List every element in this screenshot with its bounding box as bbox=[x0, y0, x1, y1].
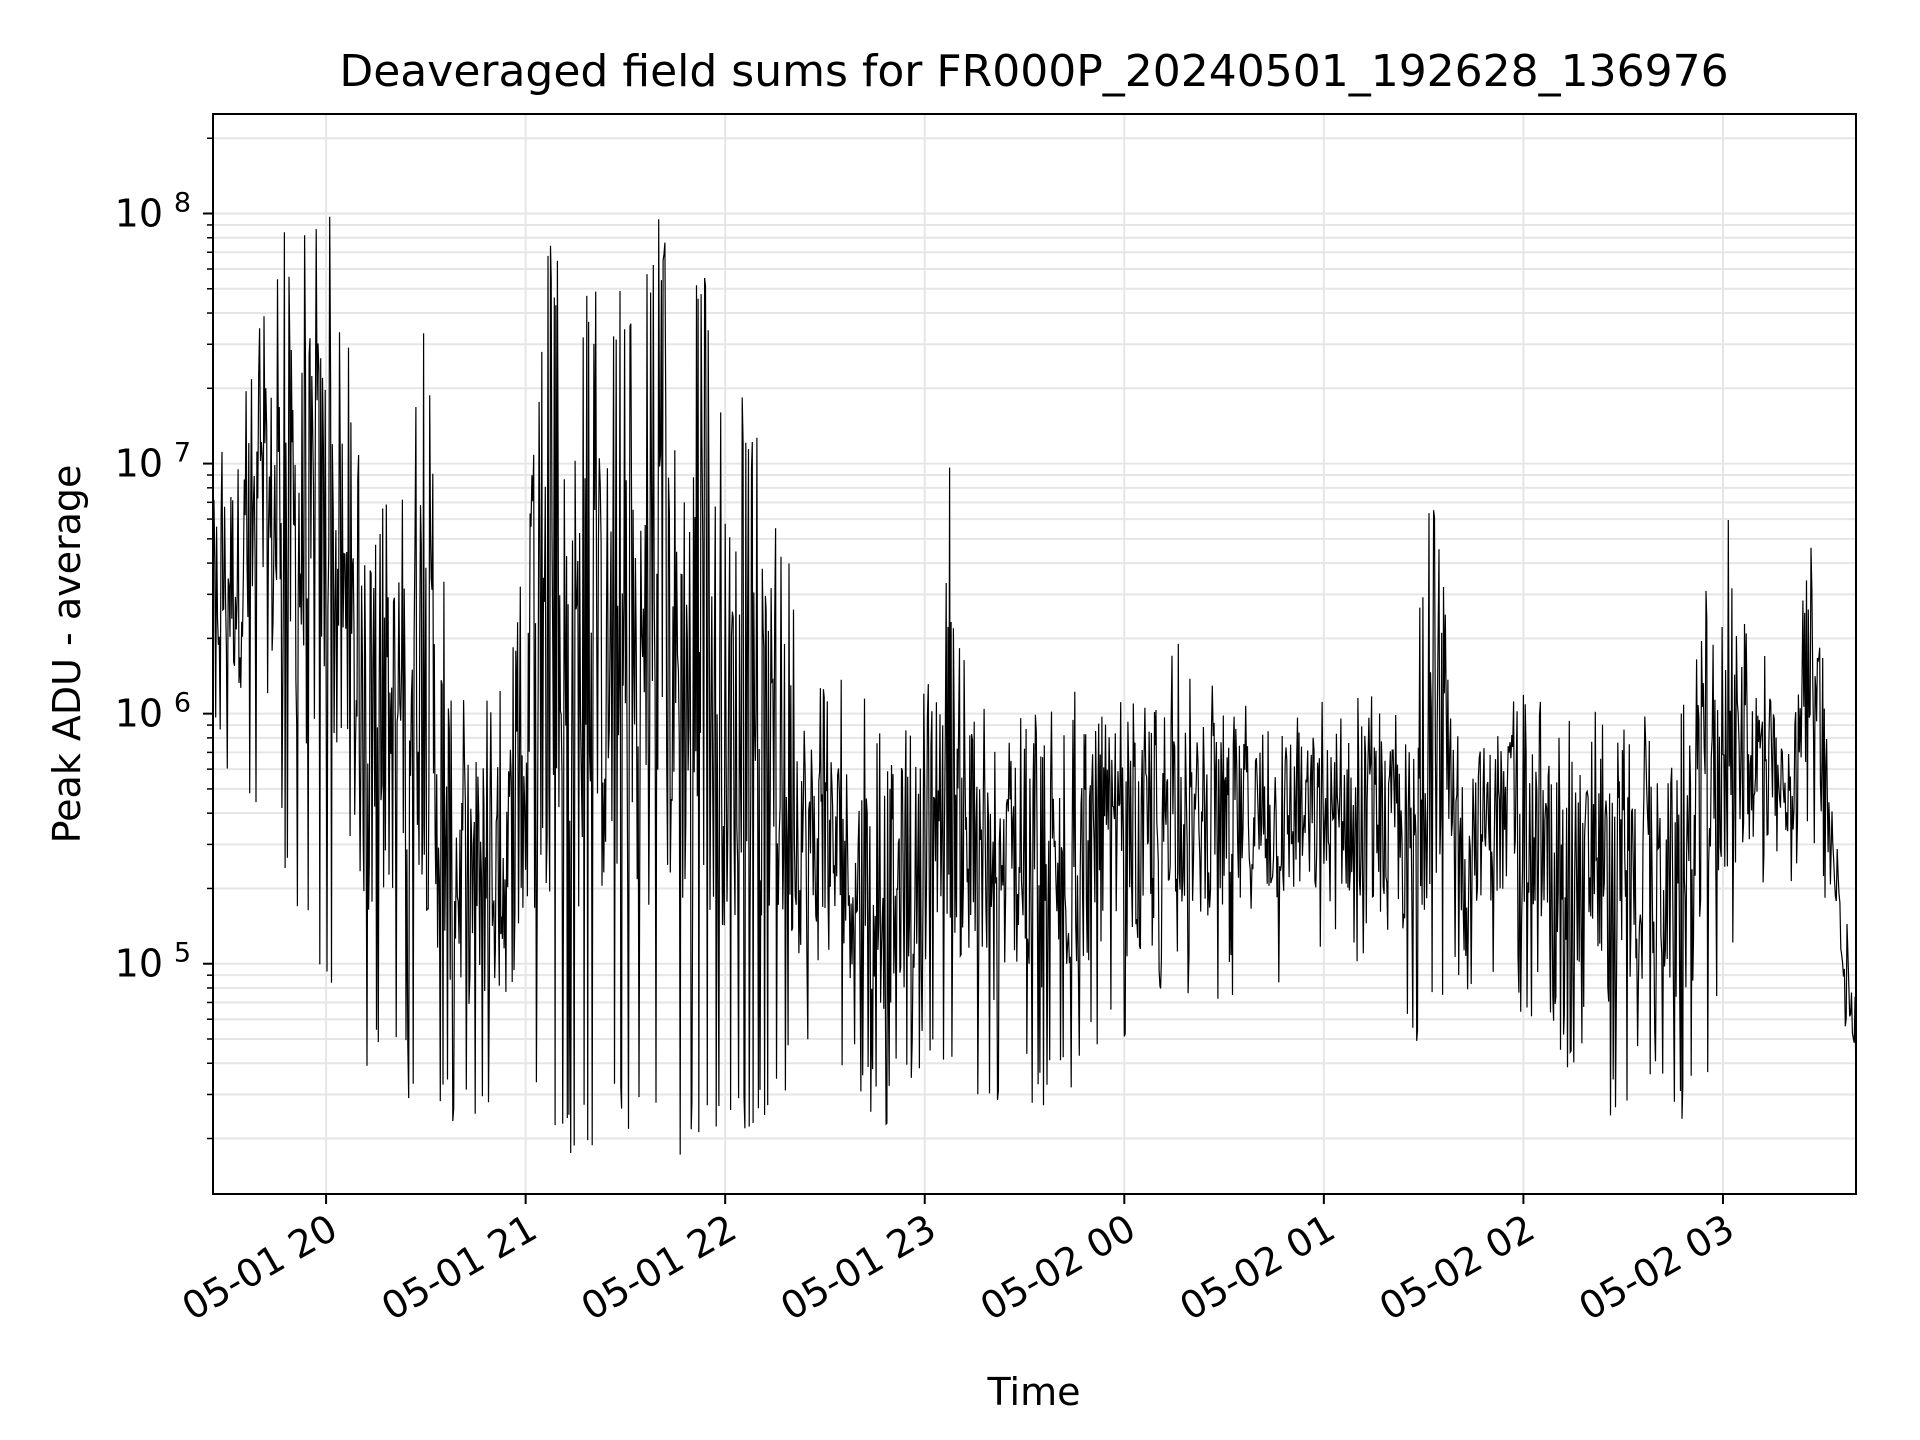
y-tick-exponent: 7 bbox=[174, 438, 191, 469]
x-axis-label: Time bbox=[987, 1370, 1081, 1414]
chart-title: Deaveraged field sums for FR000P_2024050… bbox=[339, 46, 1728, 97]
y-tick-label: 10 bbox=[115, 942, 163, 986]
plot-area bbox=[213, 216, 1856, 1155]
y-tick-exponent: 5 bbox=[174, 938, 191, 969]
y-tick-label: 10 bbox=[115, 192, 163, 236]
series-line bbox=[213, 216, 1856, 1155]
series-layer bbox=[213, 216, 1856, 1155]
y-tick-label: 10 bbox=[115, 692, 163, 736]
y-tick-exponent: 6 bbox=[174, 688, 191, 719]
y-axis-ticks: 10 5 10 6 10 7 10 8 bbox=[115, 137, 213, 1140]
y-tick-exponent: 8 bbox=[174, 188, 191, 219]
y-axis-label: Peak ADU - average bbox=[45, 465, 89, 844]
y-tick-label: 10 bbox=[115, 442, 163, 486]
axes-frame bbox=[212, 113, 1857, 1195]
